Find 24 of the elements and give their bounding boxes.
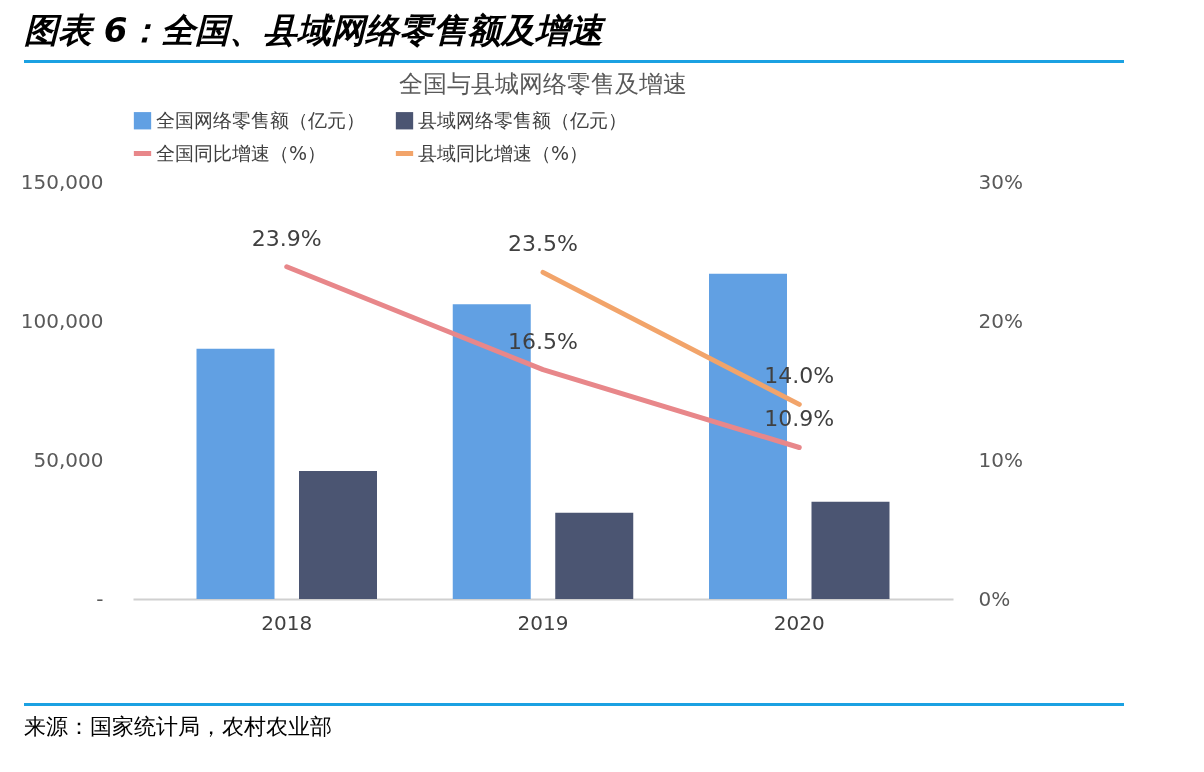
y-tick-label: 50,000 bbox=[33, 447, 104, 472]
y2-tick-label: 20% bbox=[978, 308, 1023, 333]
y-tick-label: 150,000 bbox=[20, 169, 104, 194]
bar bbox=[555, 512, 634, 599]
legend-label: 县域网络零售额（亿元） bbox=[418, 108, 627, 131]
bar bbox=[811, 501, 890, 599]
chart-subtitle: 全国与县城网络零售及增速 bbox=[399, 70, 687, 98]
y-tick-label: 100,000 bbox=[20, 308, 104, 333]
legend-label: 全国网络零售额（亿元） bbox=[156, 108, 365, 131]
x-tick-label: 2018 bbox=[261, 610, 313, 635]
legend-label: 县域同比增速（%） bbox=[418, 141, 589, 164]
y2-tick-label: 30% bbox=[978, 169, 1023, 194]
source-note: 来源：国家统计局，农村农业部 bbox=[24, 703, 1124, 742]
data-label: 23.9% bbox=[251, 225, 322, 251]
legend-label: 全国同比增速（%） bbox=[156, 141, 327, 164]
bar bbox=[196, 348, 275, 599]
x-tick-label: 2020 bbox=[773, 610, 825, 635]
y-tick-label: - bbox=[96, 586, 104, 611]
bar bbox=[299, 471, 377, 599]
data-label: 23.5% bbox=[508, 231, 578, 257]
y2-tick-label: 0% bbox=[978, 586, 1011, 611]
y2-tick-label: 10% bbox=[978, 447, 1023, 472]
x-tick-label: 2019 bbox=[517, 610, 569, 635]
chart-title: 图表 6：全国、县域网络零售额及增速 bbox=[24, 0, 1124, 63]
